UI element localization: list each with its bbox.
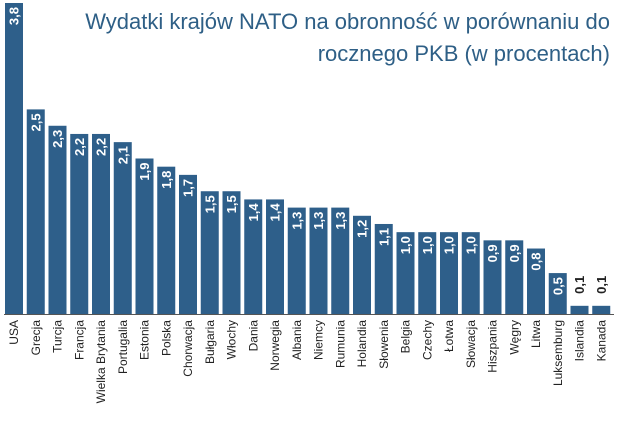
data-label: 1,3 bbox=[333, 212, 348, 230]
data-label: 1,8 bbox=[159, 171, 174, 189]
category-label: Dania bbox=[246, 320, 260, 352]
category-label: Bułgaria bbox=[203, 320, 217, 364]
data-label: 1,0 bbox=[420, 236, 435, 254]
category-label: Belgia bbox=[399, 320, 413, 354]
data-label: 0,5 bbox=[550, 277, 565, 295]
bar bbox=[592, 305, 611, 314]
bar bbox=[374, 223, 393, 314]
data-label: 0,1 bbox=[572, 276, 587, 294]
bar bbox=[353, 215, 371, 314]
data-label: 0,8 bbox=[529, 253, 544, 271]
bar bbox=[548, 273, 567, 314]
category-label: Litwa bbox=[529, 320, 543, 348]
bar bbox=[287, 207, 306, 314]
data-label: 1,2 bbox=[355, 220, 370, 238]
category-label: Luksemburg bbox=[551, 320, 565, 386]
category-label: Włochy bbox=[225, 320, 239, 359]
bar bbox=[135, 158, 154, 314]
bar bbox=[26, 109, 45, 314]
data-label: 1,5 bbox=[224, 195, 239, 213]
data-label: 1,0 bbox=[442, 236, 457, 254]
category-label: Hiszpania bbox=[486, 320, 500, 373]
data-label: 1,5 bbox=[202, 195, 217, 213]
category-label: Wielka Brytania bbox=[94, 320, 108, 404]
data-label: 1,7 bbox=[181, 179, 196, 197]
data-label: 1,9 bbox=[137, 163, 152, 181]
category-label: Węgry bbox=[507, 320, 521, 355]
bar bbox=[527, 248, 545, 314]
category-label: Słowenia bbox=[377, 320, 391, 369]
data-label: 1,3 bbox=[289, 212, 304, 230]
bar bbox=[92, 133, 110, 314]
data-label: 2,1 bbox=[115, 146, 130, 164]
data-label: 2,5 bbox=[28, 113, 43, 131]
bar bbox=[5, 3, 23, 314]
category-label: Grecja bbox=[29, 320, 43, 356]
bar bbox=[48, 125, 67, 315]
chart-title: Wydatki krajów NATO na obronność w porów… bbox=[85, 9, 610, 66]
data-label: 0,9 bbox=[485, 244, 500, 262]
bar bbox=[418, 232, 437, 314]
category-label: Czechy bbox=[420, 320, 434, 360]
bar bbox=[309, 207, 328, 314]
data-label: 1,0 bbox=[398, 236, 413, 254]
category-label: Turcja bbox=[51, 320, 65, 353]
data-label: 1,1 bbox=[376, 228, 391, 246]
bar bbox=[157, 166, 176, 314]
category-label: Niemcy bbox=[312, 320, 326, 360]
bar bbox=[461, 232, 480, 314]
data-label: 1,3 bbox=[311, 212, 326, 230]
bar bbox=[396, 232, 415, 314]
bar bbox=[179, 174, 197, 314]
data-label: 0,1 bbox=[594, 276, 609, 294]
data-label: 3,8 bbox=[7, 7, 22, 25]
data-label: 2,2 bbox=[72, 138, 87, 156]
data-label: 2,3 bbox=[50, 130, 65, 148]
bar bbox=[440, 232, 458, 314]
category-label: Łotwa bbox=[442, 320, 456, 352]
data-label: 1,4 bbox=[246, 203, 261, 222]
category-label: Słowacja bbox=[464, 320, 478, 368]
category-label: Portugalia bbox=[116, 320, 130, 374]
category-label: USA bbox=[7, 320, 21, 345]
category-label: Francja bbox=[72, 320, 86, 360]
bar bbox=[570, 305, 589, 314]
bar bbox=[331, 207, 350, 314]
data-label: 2,2 bbox=[94, 138, 109, 156]
bar bbox=[113, 142, 132, 314]
category-label: Estonia bbox=[138, 320, 152, 360]
bar bbox=[505, 240, 524, 314]
category-label: Chorwacja bbox=[181, 320, 195, 377]
bar bbox=[244, 199, 263, 314]
category-label: Albania bbox=[290, 320, 304, 360]
category-label: Rumunia bbox=[333, 320, 347, 368]
data-label: 1,0 bbox=[463, 236, 478, 254]
category-label: Holandia bbox=[355, 320, 369, 368]
category-label: Islandia bbox=[573, 320, 587, 362]
category-label: Norwegia bbox=[268, 320, 282, 371]
data-label: 0,9 bbox=[507, 244, 522, 262]
bar bbox=[200, 191, 219, 314]
bar bbox=[266, 199, 284, 314]
bar bbox=[70, 133, 89, 314]
category-label: Kanada bbox=[594, 320, 608, 362]
bar bbox=[483, 240, 502, 314]
data-label: 1,4 bbox=[268, 203, 283, 222]
category-label: Polska bbox=[159, 320, 173, 356]
bar bbox=[222, 191, 241, 314]
